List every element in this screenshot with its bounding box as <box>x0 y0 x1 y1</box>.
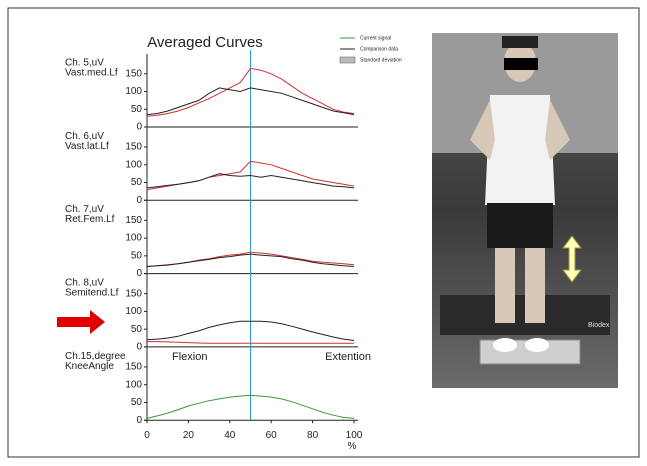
series-line <box>146 67 355 117</box>
x-tick-label: 60 <box>266 430 278 441</box>
x-tick-label: 20 <box>183 430 195 441</box>
muscle-label: Ret.Fem.Lf <box>65 214 115 225</box>
muscle-label: Semitend.Lf <box>65 288 119 299</box>
y-tick-label: 100 <box>125 379 142 390</box>
legend: Current signal Comparison data Standard de… <box>339 35 402 64</box>
x-axis-label: % <box>348 441 357 452</box>
y-tick-label: 50 <box>131 177 143 188</box>
highlight-arrow <box>57 310 105 334</box>
legend-label: Standard deviation <box>360 57 402 63</box>
y-tick-label: 150 <box>125 68 142 79</box>
y-tick-label: 150 <box>125 215 142 226</box>
series-line <box>146 394 355 419</box>
y-tick-label: 100 <box>125 159 142 170</box>
legend-label: Current signal <box>360 35 391 41</box>
y-tick-label: 0 <box>136 195 142 206</box>
y-tick-label: 0 <box>136 342 142 353</box>
y-tick-label: 0 <box>136 415 142 426</box>
y-tick-label: 150 <box>125 288 142 299</box>
x-tick-label: 100 <box>346 430 363 441</box>
y-tick-label: 150 <box>125 362 142 373</box>
y-tick-label: 100 <box>125 306 142 317</box>
legend-label: Comparison data <box>360 46 398 52</box>
annotation: Extention <box>325 351 371 363</box>
series-line <box>146 87 355 116</box>
y-tick-label: 50 <box>131 324 143 335</box>
channel-label: Ch. 6,uV <box>65 131 104 142</box>
series-line <box>146 173 355 189</box>
x-tick-label: 0 <box>144 430 150 441</box>
y-tick-label: 50 <box>131 104 143 115</box>
photo: Biodex <box>432 33 618 388</box>
series-line <box>146 253 355 267</box>
y-tick-label: 100 <box>125 233 142 244</box>
x-tick-label: 40 <box>224 430 236 441</box>
photo-label: Biodex <box>588 322 610 329</box>
muscle-label: Vast.lat.Lf <box>65 141 109 152</box>
y-tick-label: 150 <box>125 142 142 153</box>
legend-swatch <box>339 56 356 64</box>
channel-label: Ch.15,degree <box>65 351 126 362</box>
series-line <box>146 320 355 341</box>
annotation: Flexion <box>172 351 207 363</box>
channel-label: Ch. 5,uV <box>65 58 104 69</box>
muscle-label: Vast.med.Lf <box>65 68 118 79</box>
y-tick-label: 50 <box>131 250 143 261</box>
y-tick-label: 0 <box>136 122 142 133</box>
y-tick-label: 100 <box>125 86 142 97</box>
range-arrow <box>562 235 582 283</box>
chart-title: Averaged Curves <box>147 34 263 51</box>
channel-label: Ch. 7,uV <box>65 204 104 215</box>
muscle-label: KneeAngle <box>65 361 114 372</box>
channel-label: Ch. 8,uV <box>65 278 104 289</box>
y-tick-label: 0 <box>136 268 142 279</box>
x-tick-label: 80 <box>307 430 319 441</box>
y-tick-label: 50 <box>131 397 143 408</box>
